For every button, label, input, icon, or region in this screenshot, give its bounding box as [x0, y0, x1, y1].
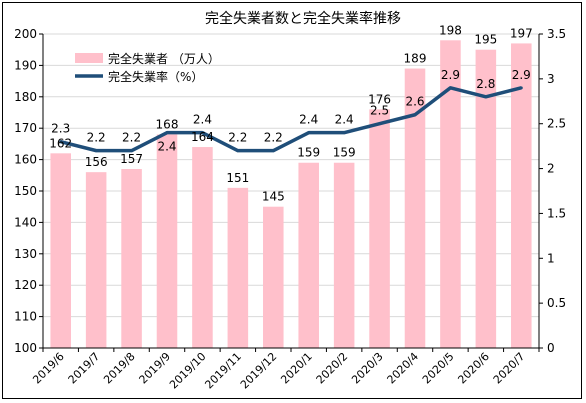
- line-data-label: 2.9: [512, 68, 531, 82]
- y-right-tick-label: 0: [547, 341, 555, 355]
- bar-data-label: 157: [120, 152, 143, 166]
- line-point: [448, 86, 452, 90]
- line-point: [236, 149, 240, 153]
- line-series: [59, 86, 523, 153]
- line-point: [59, 140, 63, 144]
- bar-series: [50, 40, 532, 349]
- y-left-tick-label: 140: [14, 215, 37, 229]
- chart-title: 完全失業者数と完全失業率推移: [205, 10, 401, 27]
- y-left-tick-label: 130: [14, 247, 37, 261]
- bar: [298, 162, 319, 348]
- bar-data-label: 197: [510, 26, 533, 40]
- bar-data-label: 176: [368, 92, 391, 106]
- x-tick-label: 2019/11: [202, 350, 244, 392]
- y-right-tick-label: 3.5: [547, 27, 566, 41]
- line-point: [307, 131, 311, 135]
- line-point: [94, 149, 98, 153]
- legend-line-label: 完全失業率（%）: [108, 69, 203, 84]
- bar: [404, 68, 426, 348]
- line-point: [378, 122, 382, 126]
- bar: [227, 187, 249, 348]
- bar: [121, 169, 142, 348]
- y-left-tick-label: 190: [14, 58, 37, 72]
- y-right-tick-label: 0.5: [547, 296, 566, 310]
- line-data-label: 2.2: [264, 131, 283, 145]
- bar-data-label: 156: [85, 155, 108, 169]
- line-point: [484, 95, 488, 99]
- x-tick-label: 2020/5: [420, 350, 457, 387]
- x-tick-label: 2019/8: [101, 350, 138, 387]
- x-tick-label: 2019/12: [238, 350, 280, 392]
- legend-bar-swatch: [75, 53, 103, 63]
- line-point: [342, 131, 346, 135]
- line-data-label: 2.8: [476, 77, 495, 91]
- x-tick-label: 2020/6: [455, 350, 492, 387]
- line-data-label: 2.2: [122, 131, 141, 145]
- legend-bar-label: 完全失業者 （万人）: [108, 51, 220, 66]
- bar-data-label: 189: [404, 52, 427, 66]
- bar-data-label: 195: [474, 33, 497, 47]
- x-tick-label: 2020/1: [278, 350, 315, 387]
- bar-data-label: 145: [262, 190, 285, 204]
- line-point: [130, 149, 134, 153]
- line-data-label: 2.9: [441, 68, 460, 82]
- line-point: [271, 149, 275, 153]
- bar: [50, 153, 71, 348]
- bar: [333, 162, 355, 348]
- y-left-tick-label: 200: [14, 27, 37, 41]
- x-tick-label: 2020/7: [491, 350, 528, 387]
- x-tick-label: 2020/3: [349, 350, 386, 387]
- line-point: [519, 86, 523, 90]
- line-data-label: 2.4: [193, 113, 212, 127]
- line-data-label: 2.4: [299, 113, 318, 127]
- x-tick-label: 2019/7: [66, 350, 103, 387]
- y-left-tick-label: 110: [14, 310, 37, 324]
- y-left-tick-label: 160: [14, 153, 37, 167]
- line-data-label: 2.5: [370, 104, 389, 118]
- x-tick-label: 2020/4: [385, 350, 422, 387]
- line-point: [165, 131, 169, 135]
- line-path: [60, 86, 522, 153]
- bar-data-label: 168: [156, 117, 179, 131]
- y-left-tick-label: 100: [14, 341, 37, 355]
- bar: [263, 206, 284, 348]
- x-tick-label: 2020/2: [314, 350, 351, 387]
- bar: [440, 40, 461, 348]
- data-labels: 162 156 157 168 164 151 145 159 159 176 189 198 195 1…: [49, 23, 532, 203]
- y-left-tick-label: 170: [14, 121, 37, 135]
- bar-data-label: 159: [333, 146, 356, 160]
- bar: [511, 43, 532, 349]
- bar: [156, 134, 178, 348]
- x-tick-label: 2019/6: [30, 350, 67, 387]
- line-data-label: 2.4: [335, 113, 354, 127]
- bar: [192, 147, 213, 348]
- y-right-tick-label: 3: [547, 72, 555, 86]
- line-point: [200, 131, 204, 135]
- legend: 完全失業者 （万人） 完全失業率（%）: [75, 51, 220, 84]
- y-right-tick-label: 2.5: [547, 117, 566, 131]
- x-tick-label: 2019/10: [167, 350, 209, 392]
- bar-data-label: 164: [191, 130, 214, 144]
- line-data-label: 2.2: [87, 131, 106, 145]
- line-point: [413, 113, 417, 117]
- bar-data-label: 159: [297, 146, 320, 160]
- bar-data-label: 198: [439, 23, 462, 37]
- y-left-tick-label: 120: [14, 278, 37, 292]
- y-left-tick-label: 150: [14, 184, 37, 198]
- y-right-tick-label: 1: [547, 251, 555, 265]
- line-data-label: 2.6: [405, 95, 424, 109]
- bar-data-label: 162: [49, 136, 72, 150]
- line-data-label: 2.2: [228, 131, 247, 145]
- y-right-tick-label: 1.5: [547, 206, 566, 220]
- line-data-label: 2.3: [51, 122, 70, 136]
- line-data-label: 2.4: [157, 140, 176, 154]
- bar-data-label: 151: [226, 171, 249, 185]
- bar: [475, 49, 497, 348]
- bar: [369, 109, 390, 348]
- y-left-tick-label: 180: [14, 90, 37, 104]
- bar: [85, 172, 107, 348]
- y-right-tick-label: 2: [547, 162, 555, 176]
